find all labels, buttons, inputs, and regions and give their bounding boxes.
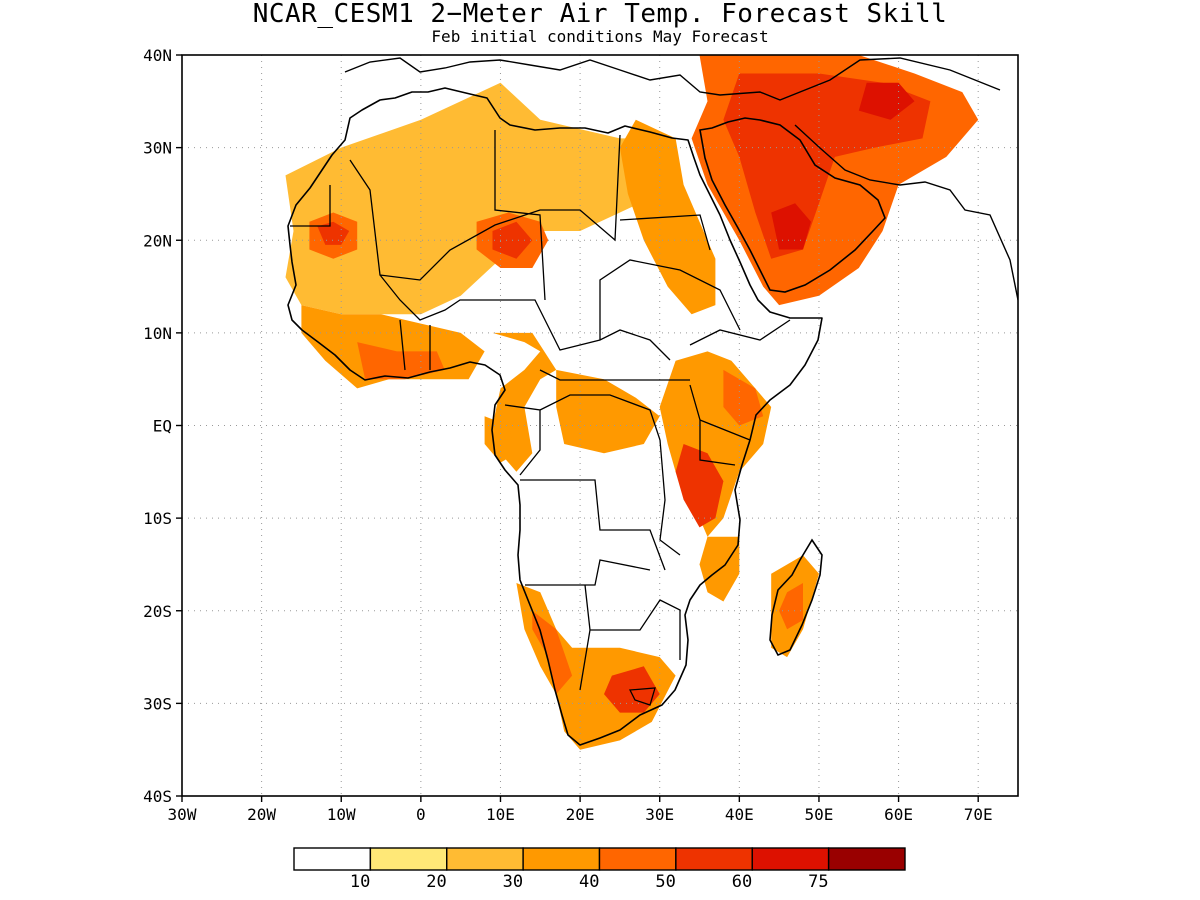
lon-tick-label: 70E: [964, 805, 993, 824]
lon-tick-label: 10W: [327, 805, 356, 824]
lon-tick-label: 50E: [804, 805, 833, 824]
colorbar-label: 75: [808, 872, 828, 892]
colorbar-label: 60: [732, 872, 752, 892]
lon-tick-label: 10E: [486, 805, 515, 824]
colorbar-label: 30: [503, 872, 523, 892]
skill-region: [357, 342, 445, 380]
lon-tick-label: 40E: [725, 805, 754, 824]
skill-region: [858, 82, 915, 120]
skill-region: [723, 369, 764, 426]
colorbar-swatch: [446, 847, 524, 871]
lon-tick-label: 0: [416, 805, 426, 824]
lat-tick-label: 40N: [143, 46, 172, 65]
lat-tick-label: 40S: [143, 787, 172, 806]
lon-tick-label: 30E: [645, 805, 674, 824]
lat-tick-label: 30S: [143, 694, 172, 713]
lon-tick-label: 60E: [884, 805, 913, 824]
skill-region: [779, 583, 803, 630]
lat-tick-label: 10N: [143, 324, 172, 343]
colorbar-label: 50: [655, 872, 675, 892]
colorbar-label: 10: [350, 872, 370, 892]
skill-region: [285, 82, 660, 315]
skill-region: [317, 221, 350, 245]
country-borders: [290, 130, 791, 706]
skill-region: [771, 203, 811, 250]
lat-tick-label: 20N: [143, 231, 172, 250]
colorbar-swatch: [598, 847, 677, 871]
lat-tick-label: 10S: [143, 509, 172, 528]
colorbar-swatch: [522, 847, 601, 871]
madagascar-coastline: [769, 538, 823, 657]
colorbar-label: 40: [579, 872, 599, 892]
colorbar-swatch: [293, 847, 372, 871]
arabia-coastline: [699, 117, 886, 293]
skill-region: [675, 444, 724, 528]
colorbar: 10 20 30 40 50 60 75: [293, 847, 906, 892]
colorbar-label: 20: [426, 872, 446, 892]
map-gridlines: [182, 55, 1018, 796]
colorbar-swatch: [369, 847, 448, 871]
lat-tick-label: EQ: [153, 417, 172, 436]
africa-coastline: [287, 87, 823, 746]
lat-tick-label: 20S: [143, 602, 172, 621]
lon-tick-label: 20W: [247, 805, 276, 824]
colorbar-swatch: [751, 847, 830, 871]
skill-region: [556, 369, 660, 454]
gulf-coastline: [794, 124, 1018, 301]
colorbar-swatch: [827, 847, 906, 871]
colorbar-swatch: [675, 847, 753, 871]
skill-region: [532, 610, 573, 695]
skill-region: [516, 583, 676, 750]
lon-tick-label: 30W: [168, 805, 197, 824]
map-title: NCAR_CESM1 2−Meter Air Temp. Forecast Sk…: [252, 0, 948, 29]
map-subtitle: Feb initial conditions May Forecast: [431, 27, 769, 46]
skill-shading: [285, 55, 979, 750]
med-north-coastline: [344, 57, 1001, 101]
lon-tick-label: 20E: [566, 805, 595, 824]
lat-tick-label: 30N: [143, 139, 172, 158]
